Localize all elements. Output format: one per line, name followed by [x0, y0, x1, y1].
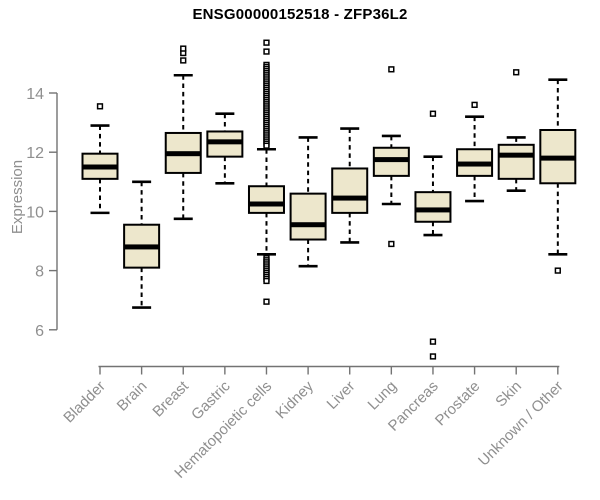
- box-rect-pancreas: [414, 191, 452, 223]
- outlier-point: [471, 101, 478, 108]
- median-line-liver: [332, 195, 368, 201]
- y-tick-label-6: 6: [35, 323, 44, 340]
- box-rect-liver: [331, 167, 369, 214]
- x-tick-label-bladder: Bladder: [60, 378, 109, 427]
- outlier-point: [513, 69, 520, 76]
- x-tick-label-prostate: Prostate: [432, 378, 484, 430]
- x-tick-label-brain: Brain: [114, 378, 151, 415]
- x-tick-label-breast: Breast: [149, 377, 192, 420]
- outlier-point: [263, 142, 270, 149]
- outlier-point: [263, 39, 270, 46]
- outlier-point: [429, 338, 437, 345]
- box-group-liver: [331, 127, 369, 244]
- median-line-kidney: [290, 222, 326, 228]
- median-line-prostate: [457, 161, 493, 167]
- outlier-point: [180, 45, 187, 52]
- box-group-brain: [123, 180, 161, 309]
- median-line-breast: [165, 151, 201, 157]
- y-tick-label-14: 14: [26, 86, 44, 103]
- box-group-hematopoietic-cells: [247, 39, 285, 305]
- outlier-point: [429, 110, 437, 117]
- y-tick-label-8: 8: [35, 264, 44, 281]
- outlier-point: [429, 353, 437, 360]
- box-rect-skin: [497, 143, 535, 180]
- x-tick-label-liver: Liver: [324, 378, 359, 413]
- median-line-gastric: [207, 139, 243, 145]
- outlier-point: [388, 66, 395, 73]
- median-line-skin: [498, 152, 534, 158]
- chart-title: ENSG00000152518 - ZFP36L2: [192, 6, 408, 23]
- box-group-skin: [497, 69, 535, 192]
- box-group-unknown-other: [539, 78, 577, 274]
- outlier-point: [180, 57, 187, 64]
- median-line-lung: [373, 157, 409, 163]
- outlier-point: [263, 277, 270, 285]
- box-group-gastric: [206, 112, 244, 185]
- box-group-prostate: [456, 101, 494, 203]
- median-line-bladder: [82, 164, 118, 170]
- median-line-unknown-other: [540, 155, 576, 161]
- box-group-pancreas: [414, 110, 452, 360]
- median-line-brain: [124, 244, 160, 250]
- outlier-point: [554, 267, 561, 274]
- x-tick-label-skin: Skin: [492, 378, 525, 411]
- outlier-point: [263, 298, 270, 305]
- box-rect-hematopoietic-cells: [247, 185, 285, 214]
- box-rect-kidney: [289, 192, 327, 241]
- outlier-point: [96, 103, 104, 110]
- box-group-bladder: [81, 103, 119, 215]
- x-tick-label-lung: Lung: [365, 378, 401, 414]
- y-tick-label-12: 12: [26, 145, 44, 162]
- y-axis-title: Expression: [9, 160, 26, 234]
- x-tick-label-kidney: Kidney: [272, 377, 317, 422]
- median-line-hematopoietic-cells: [248, 201, 284, 207]
- median-line-pancreas: [415, 207, 451, 213]
- outlier-point: [388, 240, 395, 248]
- box-group-lung: [372, 66, 410, 248]
- outlier-point: [263, 48, 270, 55]
- box-group-breast: [164, 45, 202, 221]
- box-group-kidney: [289, 136, 327, 268]
- y-tick-label-10: 10: [26, 204, 44, 221]
